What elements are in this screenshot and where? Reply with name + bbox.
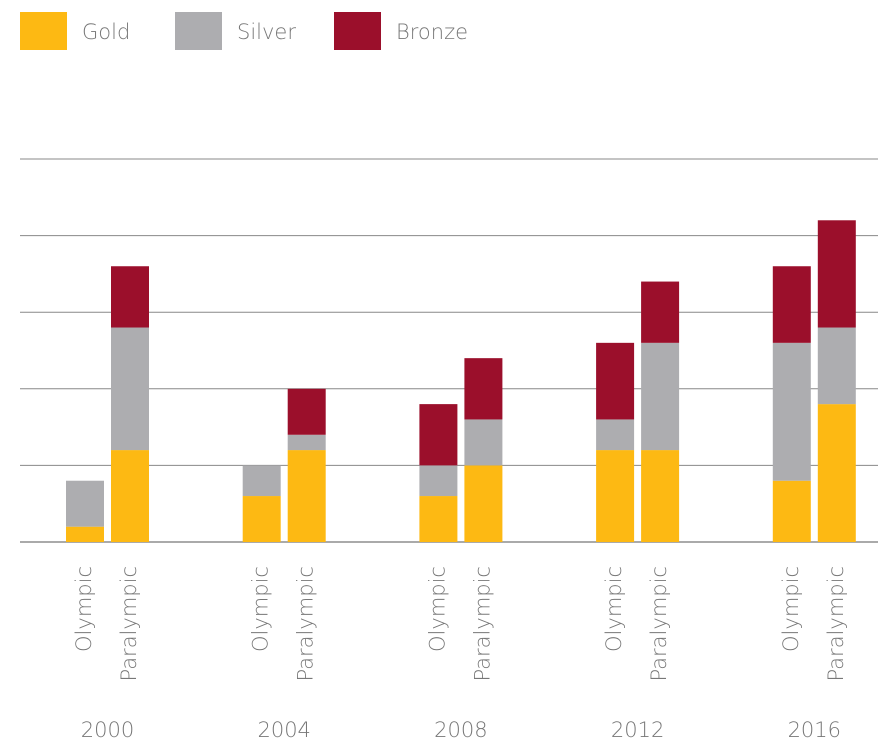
bar-segment <box>817 327 856 405</box>
subcategory-label: Olympic <box>249 566 273 652</box>
group-label: 2012 <box>611 718 664 742</box>
group-label: 2016 <box>788 718 841 742</box>
bar-segment <box>419 496 458 542</box>
subcategory-label: Paralympic <box>294 566 318 682</box>
bar-segment <box>596 419 635 451</box>
bar-segment <box>464 465 503 542</box>
subcategory-label: Olympic <box>72 566 96 652</box>
legend-swatch <box>334 12 381 50</box>
bar-segment <box>66 480 104 527</box>
subcategory-label: Olympic <box>779 566 803 652</box>
bar-segment <box>419 404 458 466</box>
bar-segment <box>111 266 149 328</box>
legend-label: Bronze <box>396 20 468 44</box>
bar-segment <box>641 450 680 542</box>
bar-segment <box>287 434 326 451</box>
subcategory-label: Paralympic <box>470 566 494 682</box>
bar-segment <box>596 342 635 420</box>
group-label: 2008 <box>434 718 487 742</box>
legend-label: Gold <box>82 20 130 44</box>
legend-swatch <box>20 12 67 50</box>
bar-segment <box>242 465 281 497</box>
subcategory-label: Paralympic <box>824 566 848 682</box>
bar-segment <box>464 419 503 466</box>
bar-segment <box>596 450 635 542</box>
bar-segment <box>66 526 104 542</box>
bar-segment <box>111 327 149 451</box>
group-label: 2000 <box>81 718 134 742</box>
bar-segment <box>287 450 326 542</box>
legend-swatch <box>175 12 222 50</box>
bar-segment <box>242 496 281 542</box>
bar-segment <box>772 342 811 481</box>
legend-label: Silver <box>237 20 296 44</box>
bar-segment <box>111 450 149 542</box>
bar-segment <box>817 220 856 328</box>
bar-segment <box>772 266 811 343</box>
subcategory-label: Paralympic <box>647 566 671 682</box>
bar-segment <box>287 388 326 435</box>
subcategory-label: Olympic <box>425 566 449 652</box>
subcategory-label: Olympic <box>602 566 626 652</box>
bar-segment <box>772 480 811 542</box>
subcategory-label: Paralympic <box>117 566 141 682</box>
bar-segment <box>464 358 503 420</box>
bar-segment <box>641 342 680 451</box>
bar-segment <box>641 281 680 343</box>
bar-segment <box>419 465 458 497</box>
group-label: 2004 <box>257 718 310 742</box>
bar-segment <box>817 404 856 542</box>
